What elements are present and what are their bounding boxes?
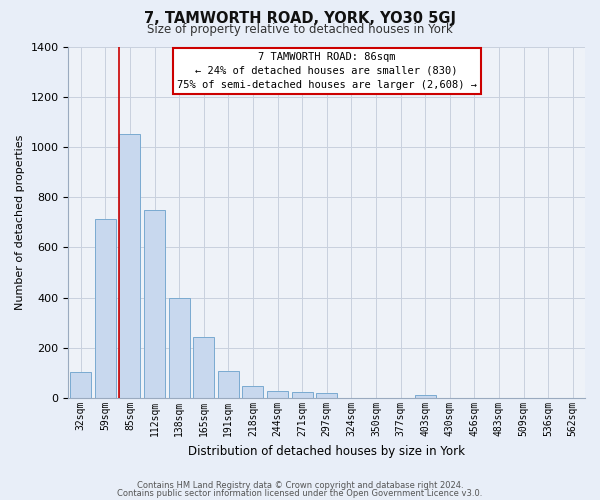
Bar	[316, 393, 337, 398]
Text: Contains public sector information licensed under the Open Government Licence v3: Contains public sector information licen…	[118, 489, 482, 498]
Bar	[169, 298, 190, 398]
Text: 7, TAMWORTH ROAD, YORK, YO30 5GJ: 7, TAMWORTH ROAD, YORK, YO30 5GJ	[144, 12, 456, 26]
Text: Size of property relative to detached houses in York: Size of property relative to detached ho…	[147, 22, 453, 36]
Bar	[144, 210, 165, 398]
Y-axis label: Number of detached properties: Number of detached properties	[15, 134, 25, 310]
Bar	[193, 336, 214, 398]
Bar	[95, 218, 116, 398]
X-axis label: Distribution of detached houses by size in York: Distribution of detached houses by size …	[188, 444, 465, 458]
Text: 7 TAMWORTH ROAD: 86sqm
← 24% of detached houses are smaller (830)
75% of semi-de: 7 TAMWORTH ROAD: 86sqm ← 24% of detached…	[177, 52, 477, 90]
Text: Contains HM Land Registry data © Crown copyright and database right 2024.: Contains HM Land Registry data © Crown c…	[137, 481, 463, 490]
Bar	[218, 370, 239, 398]
Bar	[415, 395, 436, 398]
Bar	[242, 386, 263, 398]
Bar	[292, 392, 313, 398]
Bar	[119, 134, 140, 398]
Bar	[267, 392, 288, 398]
Bar	[70, 372, 91, 398]
